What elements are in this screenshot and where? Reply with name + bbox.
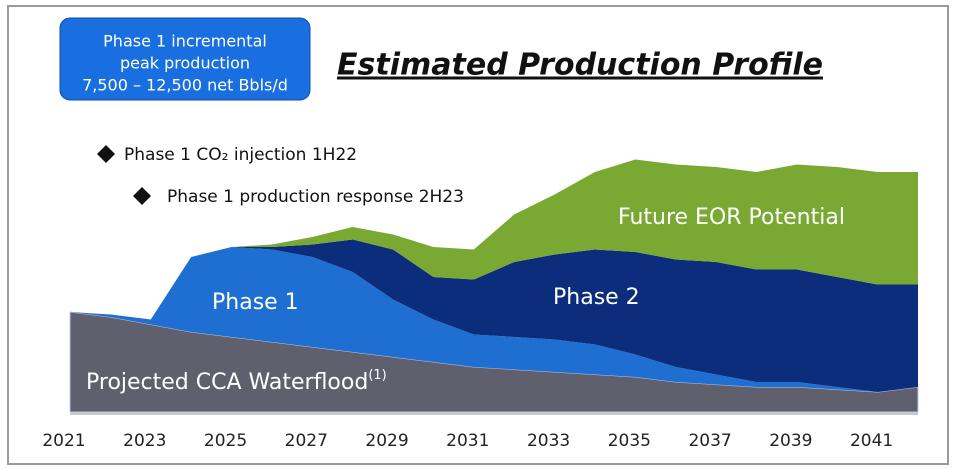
- annotation: Phase 1 production response 2H23: [167, 187, 464, 207]
- x-tick-label: 2041: [850, 431, 893, 451]
- callout-line: Phase 1 incremental: [103, 32, 267, 51]
- series-label: Phase 2: [553, 285, 640, 310]
- area: [70, 247, 918, 392]
- x-tick-label: 2025: [204, 431, 247, 451]
- series-label: Future EOR Potential: [618, 205, 845, 230]
- axis-band: [70, 412, 918, 415]
- annotation-marker: [97, 145, 115, 163]
- x-tick-label: 2031: [446, 431, 489, 451]
- callout-line: peak production: [120, 54, 250, 73]
- x-tick-label: 2027: [285, 431, 328, 451]
- series-label: Phase 1: [212, 290, 299, 315]
- area: [70, 239, 918, 392]
- x-tick-label: 2037: [688, 431, 731, 451]
- plot: [69, 159, 919, 413]
- x-tick-label: 2023: [123, 431, 166, 451]
- area: [70, 159, 918, 320]
- series-label: Projected CCA Waterflood(1): [86, 368, 387, 396]
- callout-line: 7,500 – 12,500 net Bbls/d: [82, 76, 288, 95]
- callout-box: [59, 17, 311, 101]
- x-tick-label: 2039: [769, 431, 812, 451]
- x-tick-label: 2035: [608, 431, 651, 451]
- footnote-marker: (1): [368, 368, 386, 383]
- annotation: Phase 1 CO₂ injection 1H22: [124, 145, 357, 165]
- x-tick-label: 2033: [527, 431, 570, 451]
- chart-title: Estimated Production Profile: [337, 48, 823, 83]
- x-tick-label: 2029: [365, 431, 408, 451]
- x-tick-label: 2021: [42, 431, 85, 451]
- frame: [7, 5, 949, 465]
- annotation-marker: [133, 187, 151, 205]
